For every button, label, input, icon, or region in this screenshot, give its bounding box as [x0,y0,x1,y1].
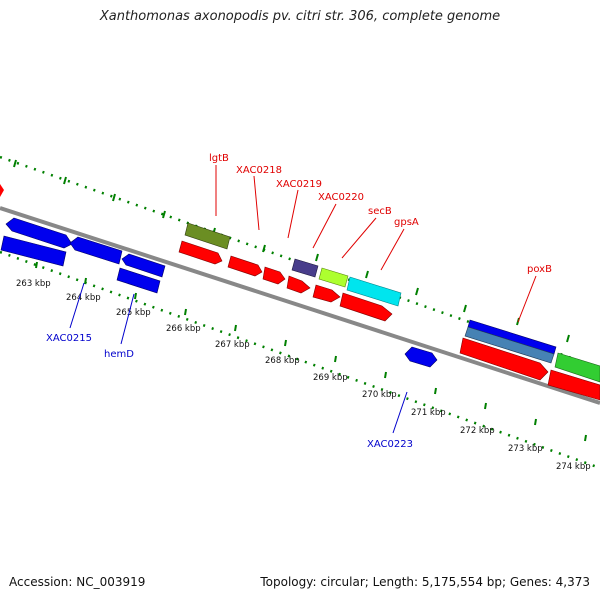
gene-arrow-red[interactable] [286,275,311,294]
gene-label-gpsa[interactable]: gpsA [394,217,419,228]
gene-label-xac0220[interactable]: XAC0220 [318,192,364,203]
gene-label-xac0218[interactable]: XAC0218 [236,165,282,176]
gene-arrow-blue[interactable] [404,346,438,368]
gene-label-secb[interactable]: secB [368,206,392,217]
gene-arrow-red[interactable] [227,255,263,277]
scale-label-267: 267 kbp [215,340,250,350]
gene-label-xac0219[interactable]: XAC0219 [276,179,322,190]
scale-label-268: 268 kbp [265,356,300,366]
gene-arrow-red[interactable] [459,337,549,381]
scale-label-266: 266 kbp [166,324,201,334]
topology-text: Topology: circular; Length: 5,175,554 bp… [260,575,590,589]
scale-label-269: 269 kbp [313,373,348,383]
scale-label-271: 271 kbp [411,408,446,418]
genome-title: Xanthomonas axonopodis pv. citri str. 30… [99,9,501,24]
gene-arrow-red[interactable] [312,284,341,303]
gene-arrow-blue[interactable] [121,253,166,278]
accession-text: Accession: NC_003919 [9,575,146,589]
scale-label-265: 265 kbp [116,308,151,318]
scale-label-263: 263 kbp [16,279,51,289]
gene-arrow-red[interactable] [178,240,223,265]
gene-box-olive[interactable] [184,222,231,250]
inner-dotted-ruler [0,250,600,470]
scale-label-264: 264 kbp [66,293,101,303]
gene-box-steelblue[interactable] [464,326,555,364]
gene-label-xac0215[interactable]: XAC0215 [46,333,92,344]
gene-arrow-blue[interactable] [0,235,67,267]
gene-label-poxb[interactable]: poxB [527,264,552,275]
gene-arrow-blue[interactable] [69,236,123,265]
gene-box-red[interactable] [547,369,600,401]
gene-arrow-red[interactable] [262,266,286,285]
gene-arrow-red[interactable] [0,184,4,197]
gene-arrow-blue[interactable] [5,217,73,249]
scale-label-270: 270 kbp [362,390,397,400]
gene-arrow-blue[interactable] [116,267,161,294]
gene-features [0,184,600,401]
gene-box-cyan[interactable] [346,276,402,307]
gene-arrow-red[interactable] [339,292,393,322]
gene-box-green[interactable] [554,352,600,383]
lower-label-leaders [69,282,408,434]
genome-backbone [0,206,600,405]
gene-label-lgtb[interactable]: lgtB [209,153,229,164]
scale-label-273: 273 kbp [508,444,543,454]
gene-label-xac0223[interactable]: XAC0223 [367,439,413,450]
gene-box-purple[interactable] [291,258,319,278]
scale-label-274: 274 kbp [556,462,591,472]
gene-label-hemd[interactable]: hemD [104,349,134,360]
gene-box-yellowgreen[interactable] [318,267,349,288]
lower-ruler-ticks [35,261,587,442]
scale-label-272: 272 kbp [460,426,495,436]
upper-label-leaders [215,165,537,323]
